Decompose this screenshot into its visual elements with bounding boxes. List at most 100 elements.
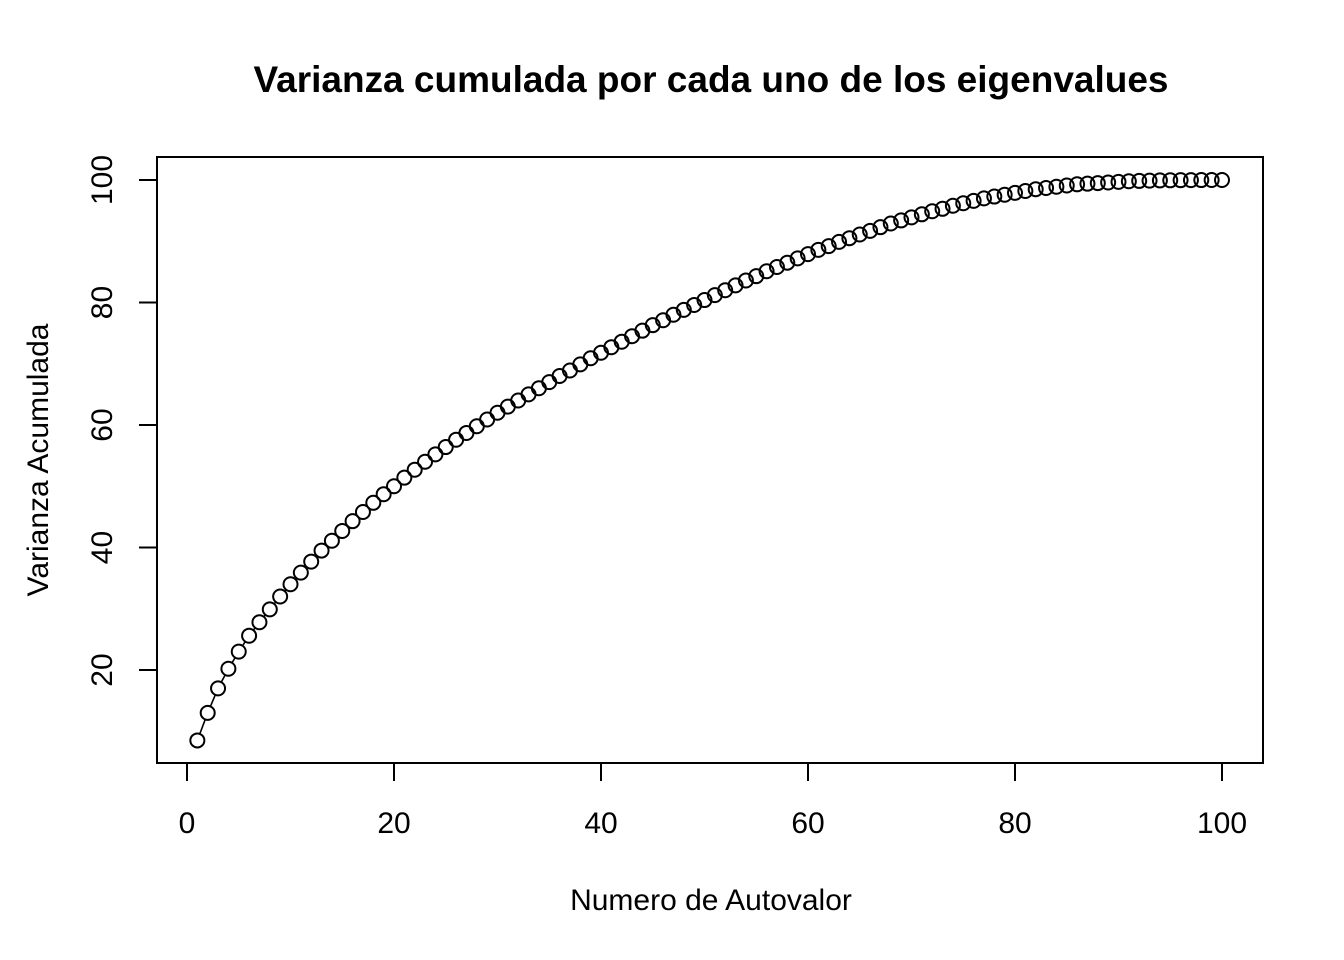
data-point [996,186,1013,203]
x-tick-label: 100 [1197,807,1247,840]
data-point [903,209,920,226]
data-point [510,392,527,409]
data-point [220,660,237,677]
x-tick-label: 80 [998,807,1031,840]
data-point [1017,183,1034,200]
chart-title: Varianza cumulada por cada uno de los ei… [253,59,1168,100]
x-tick-label: 0 [179,807,196,840]
data-point [934,200,951,217]
data-point [572,356,589,373]
data-point [479,411,496,428]
data-point [437,439,454,456]
data-point [303,553,320,570]
data-point [1214,172,1230,188]
data-point [913,206,930,223]
data-point [386,478,402,495]
data-point [189,732,206,749]
data-point [241,627,258,644]
data-point [396,469,413,486]
data-point [1027,181,1044,198]
data-point [758,263,775,280]
data-point [499,398,516,415]
plot-frame [156,156,1264,764]
data-point [520,386,537,403]
data-point [1172,172,1189,189]
data-point [1007,184,1023,201]
data-point [292,564,309,581]
data-point [354,503,371,520]
y-tick-label: 40 [86,531,119,564]
data-point [1069,176,1086,193]
data-point [841,230,858,247]
data-point [1141,172,1158,189]
data-point [1131,172,1148,189]
data-point [924,203,941,220]
data-point [1079,175,1096,192]
data-point [727,277,744,294]
y-tick-label: 100 [86,155,119,205]
data-point [975,190,992,207]
x-tick-label: 20 [377,807,410,840]
y-axis: 20 40 60 80 100 [86,155,158,687]
data-point [665,306,682,323]
data-point [344,513,361,530]
data-point [1182,172,1199,189]
x-tick-label: 60 [791,807,824,840]
data-point [820,238,837,255]
data-point [375,486,392,503]
data-point [199,704,216,721]
data-point [851,226,868,243]
data-point [779,254,796,271]
data-point [1110,173,1127,190]
data-point [1203,172,1220,189]
data-point [1120,173,1137,190]
series-group [189,172,1230,749]
data-point [800,246,816,263]
data-point [541,374,558,391]
data-point [313,542,330,559]
series-line-segment [231,657,236,664]
y-axis-title: Varianza Acumulada [22,323,55,596]
data-point [893,212,910,229]
data-point [458,424,475,441]
data-point [748,268,765,285]
data-point [1162,172,1179,189]
data-point [686,296,703,313]
data-point [210,680,227,697]
data-point [282,576,299,593]
data-point [1058,177,1075,194]
data-point [489,404,506,421]
data-point [955,195,972,212]
data-point [986,188,1003,205]
data-point [944,197,961,214]
data-point [448,431,465,448]
y-tick-label: 80 [86,286,119,319]
data-point [427,446,444,463]
series-line-segment [220,674,226,683]
data-point [810,241,827,258]
data-point [230,643,247,660]
data-point [323,532,340,549]
data-point [737,272,754,289]
data-point [261,601,278,618]
data-point [468,418,485,435]
data-point [530,380,547,397]
data-point [1193,172,1210,189]
data-point [789,250,806,267]
data-point [406,461,423,478]
data-point [334,522,351,539]
data-point [882,215,899,232]
data-point [365,494,382,511]
series-line-segment [209,694,217,707]
data-point [675,301,692,318]
data-point [1048,178,1065,195]
data-point [1089,175,1106,192]
data-point [872,219,889,236]
data-point [965,192,982,209]
x-axis-title: Numero de Autovalor [570,884,852,917]
y-tick-label: 60 [86,408,119,441]
data-point [1151,172,1168,189]
data-point [862,222,879,239]
data-point [251,614,268,631]
